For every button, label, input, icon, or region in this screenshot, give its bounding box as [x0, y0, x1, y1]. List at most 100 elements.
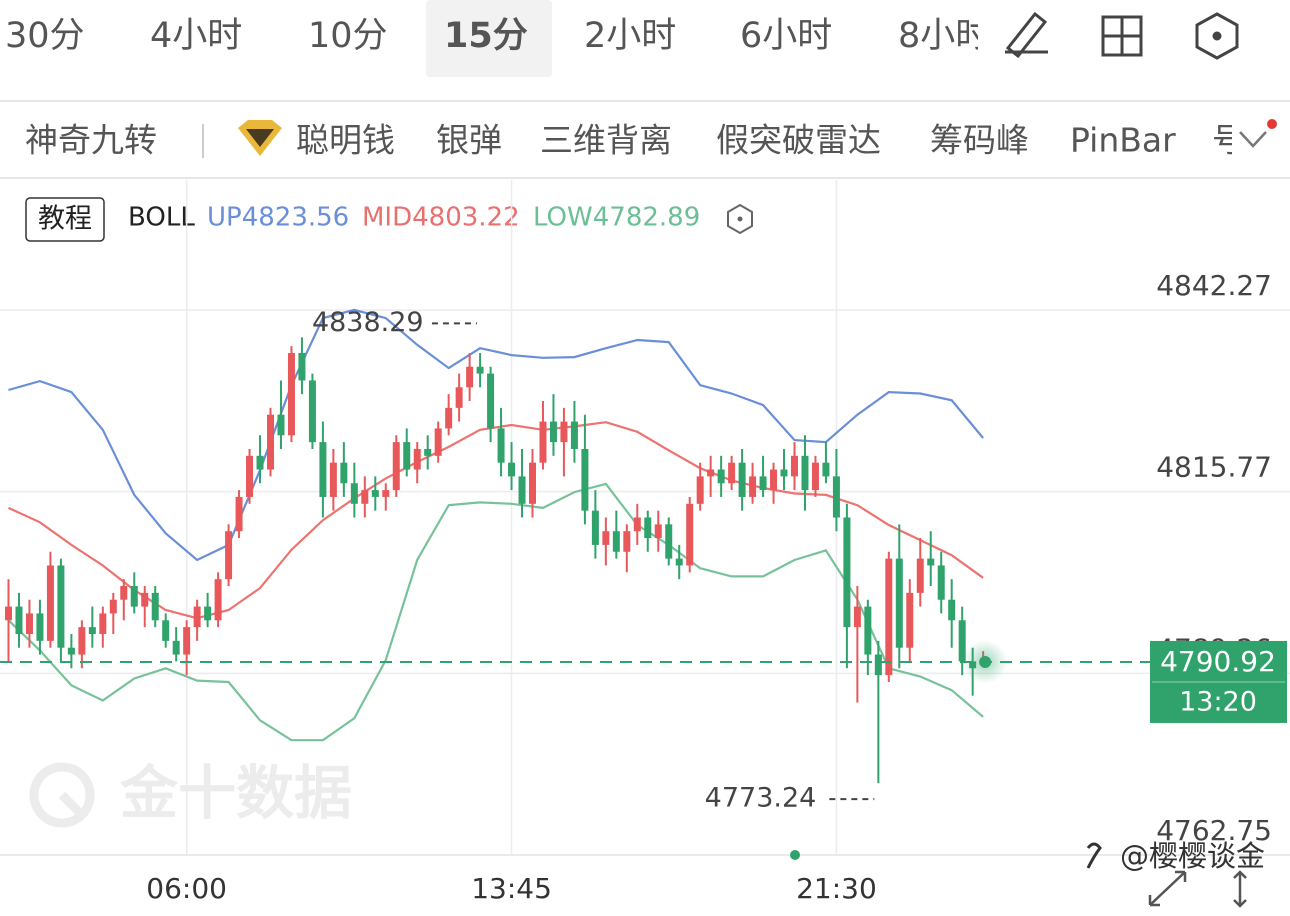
settings-icon[interactable]	[1195, 12, 1239, 60]
candle-body	[267, 414, 274, 470]
indicator-item[interactable]: 聪明钱	[296, 121, 395, 160]
x-tick-label: 06:00	[146, 872, 227, 905]
candle-body	[46, 565, 54, 641]
more-chevron[interactable]	[1239, 131, 1267, 148]
indicator-item[interactable]: PinBar	[1070, 121, 1176, 160]
candle-body	[549, 421, 557, 443]
candle-body	[36, 613, 44, 641]
timeframe-tabs: 30分 4小时 10分 15分 2小时 6小时 8小时	[5, 0, 990, 77]
candle-body	[623, 531, 631, 552]
indicator-item[interactable]: 假突破雷达	[716, 121, 881, 160]
tab[interactable]: 4小时	[150, 16, 242, 56]
candle-body	[864, 606, 872, 655]
tab[interactable]: 8小时	[898, 16, 990, 56]
candle-body	[445, 407, 453, 429]
tab[interactable]: 30分	[5, 16, 85, 56]
candle-body	[120, 586, 128, 600]
candle-body	[25, 613, 33, 634]
indicator-item[interactable]: 筹码峰	[930, 121, 1029, 160]
indicator-item[interactable]: 号	[1212, 121, 1245, 160]
candle-body	[256, 455, 264, 470]
candle-body	[130, 586, 138, 607]
candle-body	[434, 428, 442, 456]
attribution: @樱樱谈金	[1120, 839, 1265, 873]
x-tick-label: 21:30	[796, 872, 877, 905]
candle-body	[361, 490, 369, 504]
tab-selected[interactable]: 15分	[444, 16, 528, 56]
candle-body	[937, 565, 945, 600]
candle-body	[214, 579, 222, 621]
candle-body	[508, 462, 516, 477]
tab[interactable]: 6小时	[740, 16, 832, 56]
min-label: 4773.24	[705, 783, 817, 814]
event-marker[interactable]	[790, 850, 800, 860]
candle-body	[885, 558, 893, 676]
candle-body	[371, 490, 379, 497]
candle-body	[340, 462, 348, 484]
candle-body	[109, 599, 117, 614]
draw-icon[interactable]	[1005, 11, 1048, 59]
candle-body	[801, 455, 809, 491]
candle-body	[424, 448, 432, 456]
indicator-settings[interactable]	[727, 203, 753, 235]
candle-body	[529, 462, 536, 504]
tutorial-label[interactable]: 教程	[38, 204, 92, 235]
candle-body	[602, 531, 610, 545]
candle-body	[225, 531, 233, 580]
boll-band	[8, 308, 984, 562]
diamond-icon	[238, 120, 282, 156]
candle-body	[633, 517, 641, 532]
candle-body	[162, 620, 170, 641]
candle-body	[539, 421, 547, 463]
candle-body	[413, 448, 421, 470]
candle-body	[487, 373, 495, 429]
candle-body	[916, 558, 924, 593]
selected-tab-bg	[426, 0, 552, 77]
tab[interactable]: 2小时	[584, 16, 676, 56]
zoom-icons[interactable]	[1148, 870, 1247, 908]
candle-body	[466, 366, 474, 388]
candle-body	[780, 469, 788, 477]
candle-body	[895, 558, 903, 648]
candle-body	[15, 606, 23, 634]
candle-body	[403, 442, 411, 470]
watermark: 金十数据	[120, 759, 352, 827]
candle-body	[738, 462, 746, 497]
candle-body	[927, 558, 935, 566]
boll-band	[8, 421, 984, 620]
tab[interactable]: 10分	[308, 16, 388, 56]
boll-mid: MID4803.22	[362, 203, 520, 233]
candle-body	[497, 428, 505, 463]
indicator-item[interactable]: 三维背离	[540, 121, 672, 160]
max-label: 4838.29	[312, 307, 424, 338]
indicator-item[interactable]: 神奇九转	[25, 121, 157, 160]
candle-body	[612, 531, 620, 552]
candle-body	[518, 476, 526, 504]
candle-body	[298, 353, 306, 381]
candle-body	[277, 414, 285, 436]
candle-body	[476, 366, 484, 374]
candle-body	[141, 592, 149, 607]
y-tick-label: 4815.77	[1156, 451, 1272, 484]
candle-body	[57, 565, 65, 648]
candle-body	[560, 421, 568, 443]
candle-body	[172, 640, 180, 655]
candle-body	[235, 496, 243, 532]
plot-area	[5, 308, 987, 784]
candle-body	[591, 510, 599, 545]
candle-body	[193, 606, 201, 628]
settings-dot	[1212, 31, 1222, 41]
indicator-item[interactable]: 银弹	[436, 121, 502, 160]
indicator-bar: 神奇九转 聪明钱 银弹 三维背离 假突破雷达 筹码峰 PinBar 号	[25, 121, 1245, 160]
candle-body	[958, 620, 966, 662]
candle-body	[644, 517, 652, 539]
candle-body	[686, 503, 694, 566]
candle-body	[455, 387, 463, 408]
x-tick-label: 13:45	[471, 872, 552, 905]
tutorial-button[interactable]	[25, 197, 105, 242]
indicator-settings-dot	[737, 216, 743, 222]
candle-body	[906, 592, 914, 648]
candle-body	[99, 613, 107, 634]
candle-body	[675, 558, 683, 566]
